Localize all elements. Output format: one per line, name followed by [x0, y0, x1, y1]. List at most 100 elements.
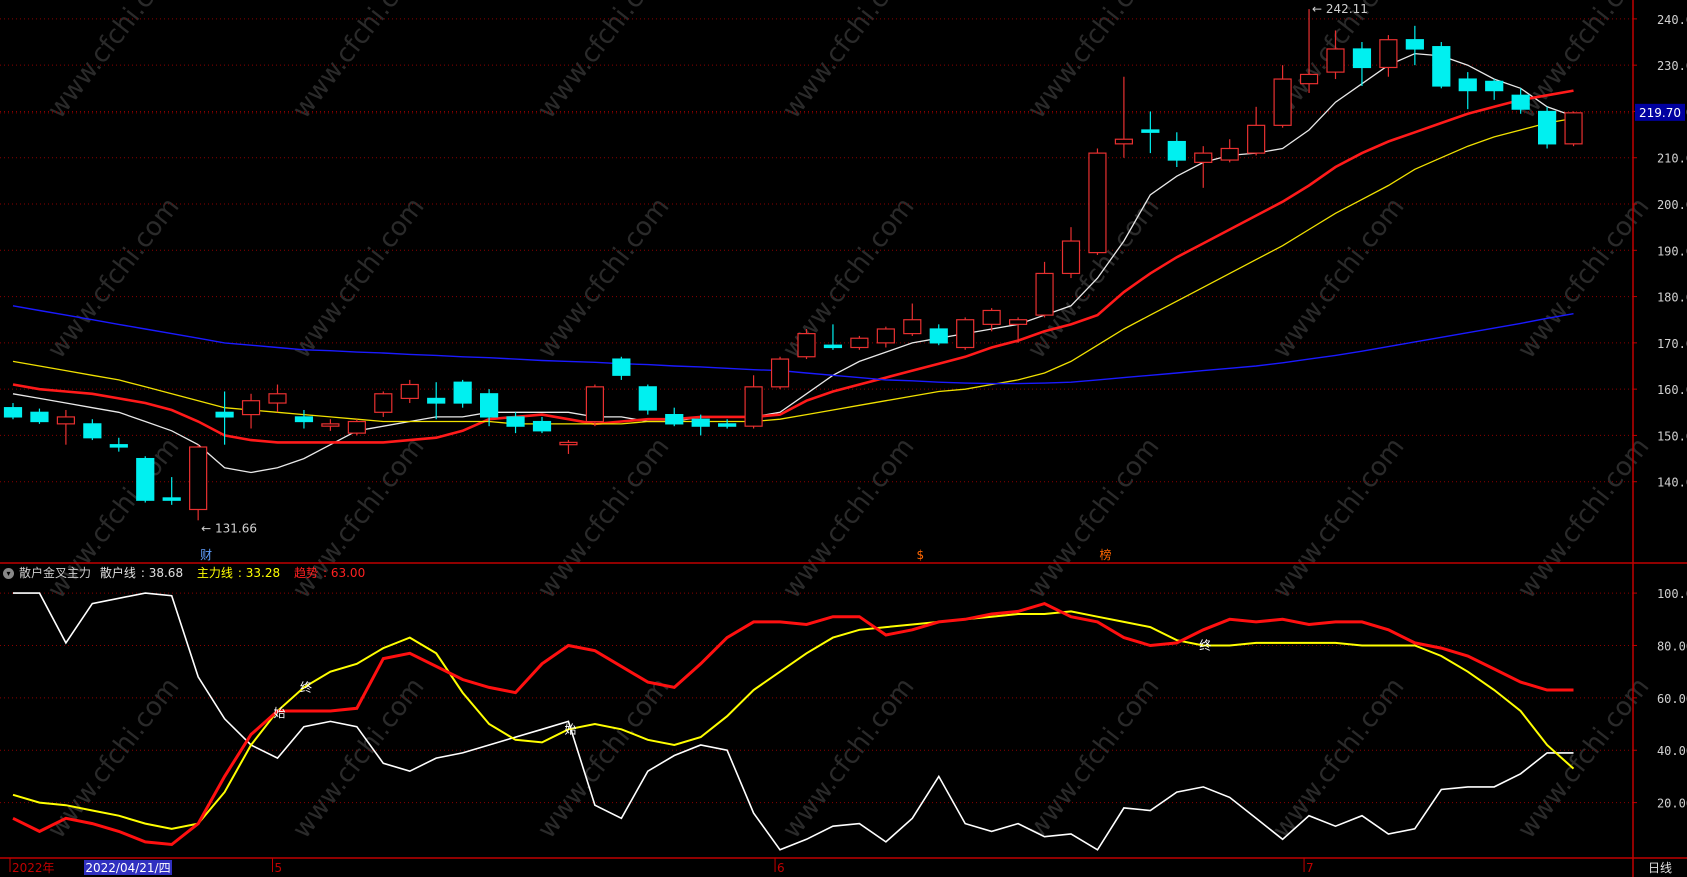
candle[interactable]	[189, 444, 208, 521]
candle[interactable]	[1299, 9, 1319, 93]
legend-qushi: 趋势: 63.00	[293, 566, 366, 580]
indicator-line-sanhu	[13, 592, 1574, 851]
candle[interactable]	[638, 384, 657, 415]
candle[interactable]	[1008, 317, 1028, 343]
candle[interactable]	[982, 308, 1001, 332]
indicator-header: ▾ 散户金叉主力 散户线: 38.68 主力线: 33.28 趋势: 63.00	[3, 565, 375, 581]
candle[interactable]	[215, 391, 234, 445]
candle-body	[770, 358, 790, 388]
candle[interactable]	[241, 393, 261, 429]
candle[interactable]	[427, 382, 446, 420]
candle-body	[956, 319, 975, 349]
candle-body	[1220, 147, 1239, 161]
candle[interactable]	[532, 416, 552, 434]
candle[interactable]	[585, 384, 605, 427]
candle[interactable]	[453, 379, 472, 408]
candle[interactable]	[823, 324, 843, 350]
candle[interactable]	[1405, 25, 1424, 66]
candle-body	[1432, 46, 1451, 87]
candle-body	[585, 386, 605, 423]
candle[interactable]	[718, 419, 737, 429]
candle[interactable]	[1167, 132, 1186, 167]
candle[interactable]	[294, 409, 314, 429]
candle[interactable]	[770, 356, 790, 390]
indicator-panel[interactable]: 始 终始 终	[12, 592, 1575, 851]
candle[interactable]	[374, 391, 393, 417]
candle-body	[1273, 78, 1292, 126]
candle-body	[929, 328, 948, 344]
candle-body	[1247, 124, 1266, 154]
candle[interactable]	[1379, 35, 1398, 77]
candle[interactable]	[1458, 72, 1477, 110]
candle[interactable]	[1247, 106, 1266, 156]
candle[interactable]	[929, 324, 948, 346]
candle[interactable]	[1088, 148, 1107, 255]
candle[interactable]	[56, 409, 76, 445]
candle[interactable]	[268, 384, 287, 413]
price-tick-label: 140.0	[1657, 476, 1687, 490]
indicator-tick-label: 40.00	[1657, 744, 1687, 758]
candle[interactable]	[797, 328, 816, 360]
price-tick-label: 180.0	[1657, 291, 1687, 305]
candle-body	[1326, 48, 1345, 73]
candle[interactable]	[903, 303, 922, 336]
candle[interactable]	[136, 456, 155, 503]
candle[interactable]	[480, 389, 499, 427]
candle[interactable]	[1564, 111, 1583, 147]
indicator-tick-label: 20.00	[1657, 797, 1687, 811]
candle[interactable]	[1035, 261, 1054, 318]
candle[interactable]	[1352, 42, 1372, 86]
candle[interactable]	[109, 437, 128, 452]
low-price-label: ← 131.66	[201, 521, 257, 535]
ma-line-ma10	[12, 89, 1574, 444]
candle-body	[1511, 94, 1530, 110]
candle[interactable]	[30, 408, 49, 424]
grid-layer	[0, 18, 1633, 804]
candle[interactable]	[850, 335, 869, 350]
candle[interactable]	[665, 407, 684, 427]
candle[interactable]	[612, 356, 631, 380]
candle[interactable]	[956, 317, 975, 350]
candle-body	[30, 411, 49, 423]
candle[interactable]	[876, 326, 895, 348]
price-tick-label: 240.0	[1657, 13, 1687, 27]
candle[interactable]	[83, 419, 102, 441]
indicator-tick-label: 100.0	[1657, 587, 1687, 601]
candle-body	[453, 381, 472, 404]
candle[interactable]	[1432, 42, 1451, 89]
candle-body	[823, 344, 843, 349]
candle-body	[506, 416, 525, 427]
price-panel[interactable]: ← 242.11 ← 131.66 财 $ 榜	[3, 2, 1583, 562]
candle[interactable]	[400, 379, 419, 404]
indicator-annotation: 终	[300, 679, 312, 694]
candle[interactable]	[1273, 65, 1292, 128]
candle[interactable]	[162, 477, 181, 505]
candle[interactable]	[1485, 79, 1504, 100]
candle-body	[374, 393, 393, 413]
indicator-tick-label: 60.00	[1657, 692, 1687, 706]
current-price-tag-bg	[1635, 103, 1685, 121]
price-tick-label: 150.0	[1657, 429, 1687, 443]
candle[interactable]	[691, 414, 710, 436]
candle[interactable]	[3, 403, 23, 420]
candle[interactable]	[347, 419, 366, 436]
candle[interactable]	[1537, 106, 1557, 149]
candle[interactable]	[506, 412, 525, 434]
candle[interactable]	[1114, 76, 1134, 158]
candle[interactable]	[1194, 146, 1213, 188]
candle[interactable]	[321, 419, 340, 431]
candle[interactable]	[744, 375, 763, 429]
candle[interactable]	[1061, 227, 1081, 279]
collapse-icon[interactable]: ▾	[3, 568, 14, 579]
candle[interactable]	[1511, 88, 1530, 114]
candle[interactable]	[559, 440, 578, 454]
candle-body	[480, 393, 499, 418]
candle[interactable]	[1326, 30, 1345, 80]
candle-body	[638, 386, 657, 411]
candle-body	[136, 457, 155, 501]
candle-body	[109, 444, 128, 448]
candle[interactable]	[1220, 139, 1239, 163]
event-marker: 财	[200, 548, 212, 562]
candle[interactable]	[1141, 111, 1160, 154]
